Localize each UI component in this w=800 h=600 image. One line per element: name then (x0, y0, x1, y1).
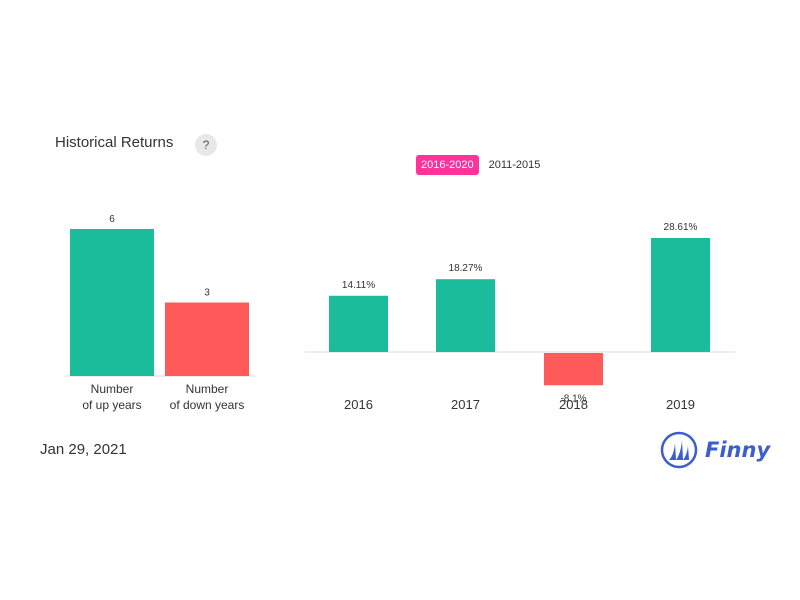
as-of-date: Jan 29, 2021 (40, 441, 127, 458)
return-value-label: 14.11% (342, 280, 375, 291)
tab-2016-2020[interactable]: 2016-2020 (416, 155, 479, 175)
tab-2011-2015[interactable]: 2011-2015 (488, 159, 541, 171)
count-category-label: of down years (170, 398, 245, 412)
range-tabs: 2016-2020 2011-2015 (416, 155, 550, 175)
year-label: 2018 (559, 397, 588, 412)
count-bar (70, 229, 154, 376)
count-category-label: Number (186, 382, 229, 396)
return-bar (651, 238, 710, 352)
count-category-label: of up years (82, 398, 141, 412)
chart-title: Historical Returns (55, 134, 174, 151)
finny-logo[interactable]: Finny (660, 431, 770, 469)
year-label: 2016 (344, 397, 373, 412)
count-value-label: 6 (109, 214, 115, 225)
year-label: 2017 (451, 397, 480, 412)
count-bar (165, 302, 249, 376)
return-value-label: 28.61% (664, 222, 698, 233)
return-bar (436, 279, 495, 352)
return-bar (544, 353, 603, 386)
logo-text: Finny (705, 438, 771, 462)
help-icon[interactable]: ? (195, 134, 217, 156)
return-bar (329, 295, 388, 352)
return-value-label: -8.1% (560, 393, 586, 404)
count-value-label: 3 (204, 288, 210, 299)
count-category-label: Number (91, 382, 134, 396)
return-value-label: 18.27% (449, 263, 483, 274)
year-label: 2019 (666, 397, 695, 412)
sailboat-icon (660, 431, 698, 469)
